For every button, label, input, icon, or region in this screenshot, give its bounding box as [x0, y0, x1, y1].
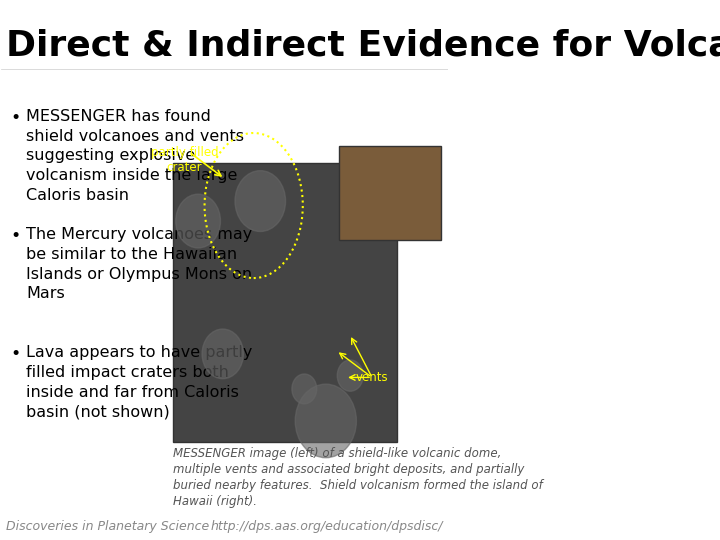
Circle shape: [337, 360, 363, 392]
Circle shape: [295, 384, 356, 458]
Circle shape: [292, 374, 317, 404]
FancyBboxPatch shape: [338, 146, 441, 240]
Circle shape: [235, 171, 286, 232]
Text: •: •: [10, 109, 21, 127]
Text: Discoveries in Planetary Science: Discoveries in Planetary Science: [6, 520, 209, 533]
Text: •: •: [10, 227, 21, 245]
Text: Direct & Indirect Evidence for Volcanoes: Direct & Indirect Evidence for Volcanoes: [6, 28, 720, 62]
Circle shape: [176, 194, 220, 248]
Text: MESSENGER has found
shield volcanoes and vents
suggesting explosive
volcanism in: MESSENGER has found shield volcanoes and…: [26, 109, 244, 203]
Text: partly filled
crater: partly filled crater: [150, 146, 218, 174]
Text: The Mercury volcanoes may
be similar to the Hawaiian
Islands or Olympus Mons on
: The Mercury volcanoes may be similar to …: [26, 227, 252, 301]
Circle shape: [202, 329, 243, 379]
Text: •: •: [10, 345, 21, 363]
Text: http://dps.aas.org/education/dpsdisc/: http://dps.aas.org/education/dpsdisc/: [211, 520, 444, 533]
Text: MESSENGER image (left) of a shield-like volcanic dome,
multiple vents and associ: MESSENGER image (left) of a shield-like …: [174, 447, 543, 508]
FancyBboxPatch shape: [174, 163, 397, 442]
Text: vents: vents: [356, 371, 388, 384]
Text: Lava appears to have partly
filled impact craters both
inside and far from Calor: Lava appears to have partly filled impac…: [26, 345, 252, 420]
